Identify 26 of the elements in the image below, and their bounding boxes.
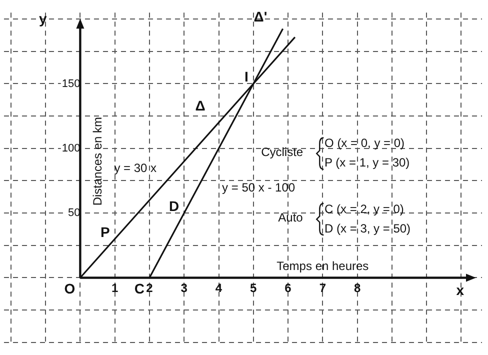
- x-axis-title: Temps en heures: [276, 259, 369, 274]
- annotation: O (x = 0, y = 0): [324, 136, 405, 150]
- annotation: y = 30 x: [114, 160, 157, 175]
- x-tick-label: 3: [180, 281, 188, 296]
- annotation: D: [168, 198, 180, 214]
- annotation: Cycliste: [261, 144, 304, 159]
- annotation: D (x = 3, y = 50): [324, 221, 411, 236]
- x-tick-label: 5: [250, 281, 258, 296]
- x-tick-label: 7: [319, 281, 326, 296]
- annotation: Δ: [195, 97, 206, 114]
- x-tick-label: 4: [215, 281, 222, 296]
- y-axis-title: Distances en km: [90, 116, 105, 206]
- x-tick-label: 2: [146, 281, 154, 296]
- annotation: C (x = 2, y = 0): [324, 202, 404, 216]
- annotation: Auto: [278, 210, 304, 225]
- x-tick-label: 6: [284, 281, 292, 296]
- annotation: x: [456, 282, 464, 298]
- x-tick-label: 8: [354, 281, 361, 296]
- annotation: P: [100, 224, 110, 240]
- annotation: O: [64, 280, 76, 297]
- annotation: y = 50 x - 100: [222, 180, 296, 194]
- annotation: I: [244, 68, 248, 85]
- annotation: C: [134, 280, 144, 297]
- x-tick-label: 1: [111, 281, 118, 296]
- annotation: P (x = 1, y = 30): [324, 156, 410, 170]
- annotation: Δ': [254, 8, 268, 25]
